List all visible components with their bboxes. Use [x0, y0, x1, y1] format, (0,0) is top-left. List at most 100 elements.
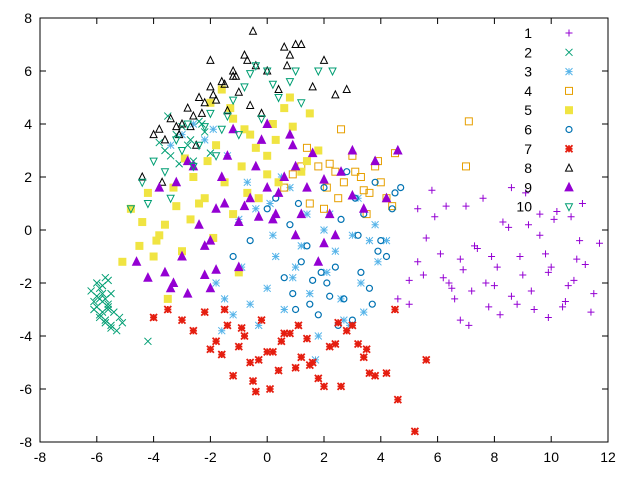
- y-tick-label: -4: [20, 328, 33, 344]
- data-point: [245, 100, 255, 109]
- data-point: [291, 263, 300, 271]
- data-point: [314, 67, 323, 77]
- data-point: [208, 89, 218, 99]
- data-point: [172, 121, 181, 131]
- data-point: [496, 311, 504, 319]
- data-point: [166, 151, 175, 160]
- data-point: [322, 183, 331, 192]
- data-point: [536, 231, 544, 239]
- data-point: [200, 194, 209, 203]
- data-point: [239, 200, 250, 211]
- data-point: [340, 295, 348, 303]
- data-point: [307, 147, 318, 158]
- data-point: [171, 176, 182, 187]
- data-point: [382, 236, 391, 245]
- data-point: [274, 94, 283, 103]
- data-point: [342, 84, 352, 94]
- data-point: [334, 318, 343, 327]
- legend-label: 2: [524, 44, 532, 60]
- data-point: [388, 205, 396, 213]
- data-point: [246, 237, 254, 245]
- data-point: [320, 204, 328, 213]
- data-point: [371, 178, 379, 186]
- data-point: [280, 183, 289, 192]
- legend-marker: [564, 203, 574, 212]
- data-point: [570, 276, 578, 284]
- y-tick-label: -2: [20, 275, 33, 291]
- data-point: [211, 152, 221, 161]
- data-point: [282, 60, 292, 70]
- data-point: [513, 300, 521, 308]
- data-point: [357, 279, 365, 287]
- data-point: [200, 123, 210, 132]
- data-point: [240, 331, 249, 341]
- data-point: [319, 55, 329, 64]
- series-4: [280, 117, 473, 219]
- data-point: [550, 215, 558, 223]
- data-point: [234, 342, 243, 351]
- data-point: [274, 84, 283, 94]
- data-point: [87, 287, 95, 295]
- data-point: [268, 80, 278, 90]
- data-point: [302, 334, 312, 343]
- data-point: [217, 76, 227, 86]
- data-point: [98, 289, 107, 298]
- data-point: [323, 279, 331, 287]
- data-point: [189, 173, 198, 181]
- data-point: [393, 144, 403, 155]
- data-point: [294, 199, 303, 208]
- data-point: [308, 81, 317, 91]
- data-point: [464, 117, 473, 126]
- series-3: [166, 120, 391, 364]
- data-point: [217, 326, 226, 335]
- data-point: [268, 213, 278, 224]
- data-point: [194, 219, 204, 229]
- data-point: [516, 253, 524, 260]
- data-point: [257, 108, 266, 117]
- legend-label: 6: [524, 122, 532, 138]
- data-point: [248, 376, 258, 386]
- data-point: [377, 237, 385, 245]
- data-point: [439, 274, 447, 282]
- data-point: [280, 305, 289, 314]
- data-point: [262, 118, 273, 128]
- data-point: [482, 279, 490, 287]
- data-point: [183, 120, 192, 130]
- data-point: [155, 231, 164, 240]
- data-point: [223, 112, 232, 122]
- data-point: [131, 256, 142, 266]
- data-point: [197, 108, 207, 117]
- data-point: [240, 83, 249, 93]
- data-point: [319, 382, 329, 391]
- data-point: [270, 208, 281, 219]
- data-point: [177, 250, 187, 261]
- data-point: [149, 129, 158, 139]
- y-tick-label: 4: [24, 116, 32, 132]
- data-point: [507, 184, 515, 192]
- data-point: [313, 256, 324, 266]
- data-point: [178, 130, 186, 139]
- data-point: [254, 355, 263, 364]
- data-point: [473, 245, 481, 253]
- data-point: [200, 308, 209, 317]
- series-9: [131, 118, 403, 298]
- data-point: [240, 49, 249, 59]
- data-point: [353, 339, 363, 349]
- data-point: [485, 303, 493, 311]
- data-point: [336, 166, 346, 176]
- data-point: [163, 305, 172, 314]
- data-point: [262, 67, 272, 77]
- data-point: [324, 208, 335, 219]
- data-point: [357, 268, 365, 276]
- data-point: [189, 110, 198, 120]
- data-point: [351, 167, 360, 176]
- data-point: [186, 215, 195, 224]
- data-point: [288, 273, 297, 282]
- data-point: [381, 192, 392, 203]
- x-tick-label: 0: [263, 449, 271, 465]
- data-point: [405, 276, 413, 284]
- data-point: [222, 150, 233, 160]
- data-point: [137, 178, 147, 188]
- data-point: [285, 128, 295, 139]
- data-point: [229, 114, 238, 123]
